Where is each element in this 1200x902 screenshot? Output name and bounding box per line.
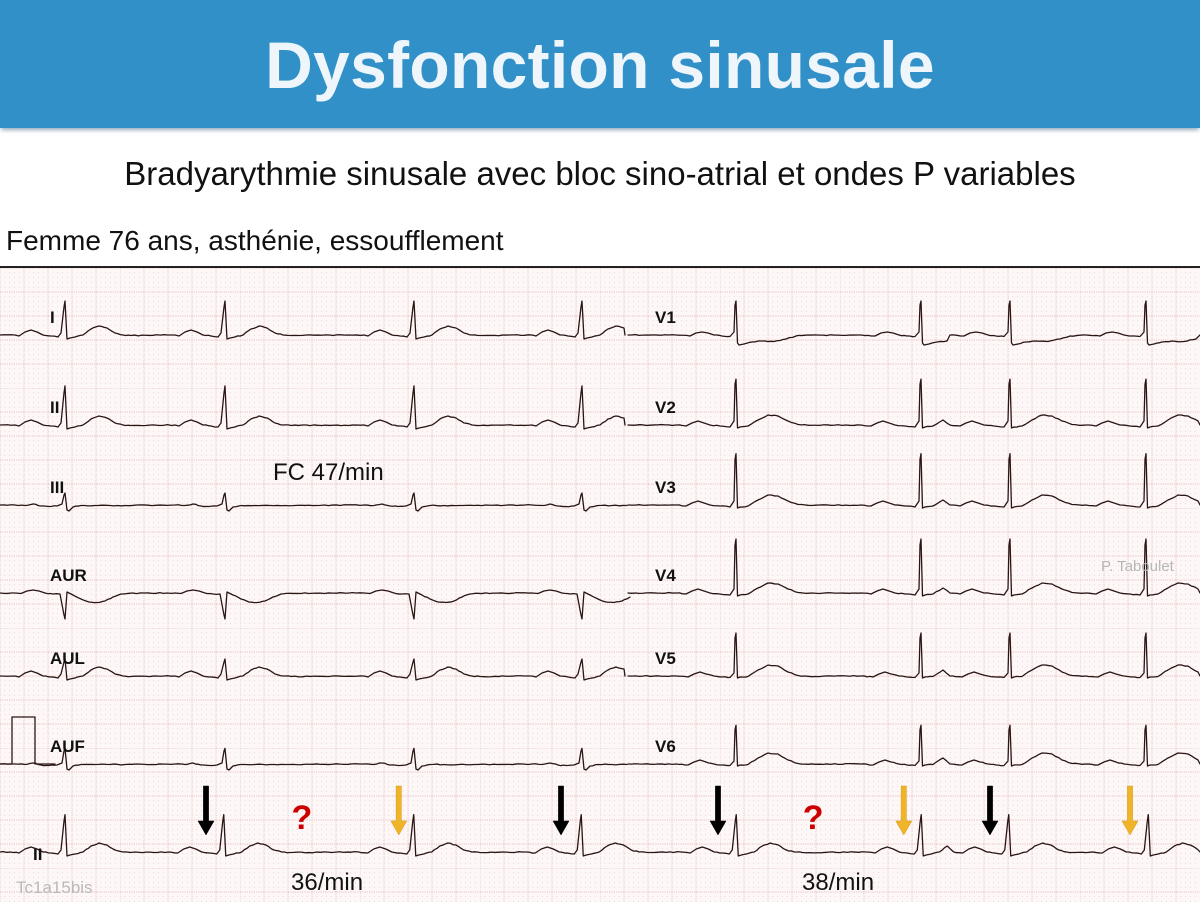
svg-text:FC 47/min: FC 47/min: [273, 459, 384, 486]
svg-text:V6: V6: [655, 737, 676, 756]
svg-text:I: I: [50, 308, 55, 327]
svg-text:V2: V2: [655, 398, 676, 417]
svg-text:36/min: 36/min: [291, 869, 363, 896]
svg-text:AUL: AUL: [50, 649, 85, 668]
svg-text:III: III: [50, 478, 64, 497]
svg-text:V1: V1: [655, 308, 676, 327]
svg-text:?: ?: [803, 799, 824, 837]
svg-text:P. Taboulet: P. Taboulet: [1101, 558, 1175, 575]
svg-text:II: II: [50, 398, 59, 417]
svg-text:?: ?: [292, 799, 313, 837]
svg-text:38/min: 38/min: [802, 869, 874, 896]
svg-text:V5: V5: [655, 649, 676, 668]
svg-text:II: II: [33, 845, 42, 864]
svg-text:V4: V4: [655, 566, 676, 585]
svg-text:Tc1a15bis: Tc1a15bis: [16, 878, 93, 897]
svg-text:AUR: AUR: [50, 566, 87, 585]
svg-text:AUF: AUF: [50, 737, 85, 756]
svg-text:V3: V3: [655, 478, 676, 497]
